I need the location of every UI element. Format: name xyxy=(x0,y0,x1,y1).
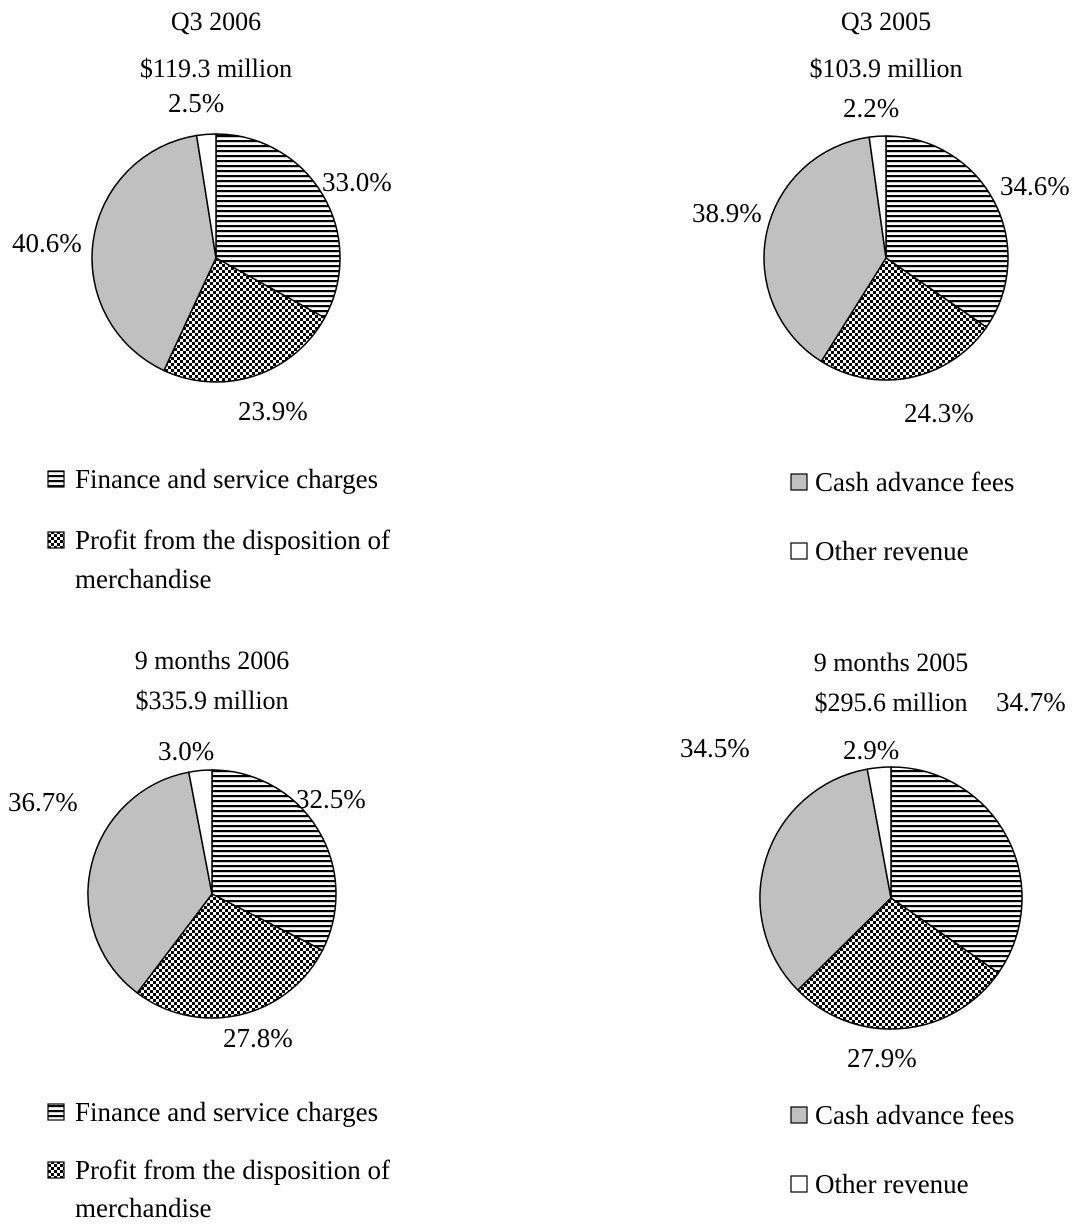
pie-slice-finance xyxy=(211,769,337,952)
pie-slice-cash xyxy=(759,768,892,992)
pie-chart-2: Q3 2005 $103.9 million 34.6% 24.3% 38.9% 2.2% xyxy=(692,7,1070,428)
pie-label-profit: 27.8% xyxy=(223,1023,293,1053)
legend-item-cash-2: Cash advance fees xyxy=(790,1100,1014,1130)
pie-label-cash: 38.9% xyxy=(692,198,762,228)
pie-slice-other xyxy=(866,766,892,899)
legend-swatch-profit-2 xyxy=(47,1161,65,1179)
pie-label-finance: 34.7% xyxy=(996,687,1066,717)
pie-charts: Q3 2006 $119.3 million 33.0% 23.9% 40.6% 2.5%… xyxy=(8,7,1070,1073)
pie-chart-4: 9 months 2005 $295.6 million 34.7% 27.9% 34.… xyxy=(680,648,1066,1073)
pie-label-cash: 34.5% xyxy=(680,733,750,763)
pie-title: Q3 2005 xyxy=(841,7,931,36)
pie-slice-profit xyxy=(820,256,988,381)
legend-label-profit-line2: merchandise xyxy=(75,564,211,594)
pie-slice-other xyxy=(195,133,217,259)
pie-title: 9 months 2006 xyxy=(135,646,290,675)
pie-slice-finance xyxy=(885,135,1009,329)
pie-subtitle: $335.9 million xyxy=(135,686,288,715)
legend-item-other-2: Other revenue xyxy=(790,1169,969,1199)
pie-subtitle: $295.6 million xyxy=(814,688,967,717)
pie-chart-3: 9 months 2006 $335.9 million 32.5% 27.8% 36.… xyxy=(8,646,366,1053)
pie-slice-cash xyxy=(91,134,217,372)
pie-slice-profit xyxy=(162,256,326,383)
legend-label-profit-line1: Profit from the disposition of xyxy=(75,525,390,555)
legend-swatch-other-2 xyxy=(790,1175,808,1193)
legend-label-profit-line2-2: merchandise xyxy=(75,1193,211,1223)
legend-swatch-profit xyxy=(47,531,65,549)
legend-swatch-finance-2 xyxy=(47,1103,65,1121)
pie-subtitle: $119.3 million xyxy=(140,54,292,83)
legend-label-profit-line1-2: Profit from the disposition of xyxy=(75,1155,390,1185)
legend-swatch-cash-2 xyxy=(790,1106,808,1124)
pie-slice-other xyxy=(187,769,213,895)
pie-label-finance: 34.6% xyxy=(1000,171,1070,201)
pie-subtitle: $103.9 million xyxy=(809,54,962,83)
legend-label-finance: Finance and service charges xyxy=(75,464,378,494)
pie-label-cash: 40.6% xyxy=(12,228,82,258)
pie-slice-profit xyxy=(136,893,324,1019)
pie-label-profit: 23.9% xyxy=(238,396,308,426)
pie-label-profit: 27.9% xyxy=(847,1043,917,1073)
pie-label-other: 2.2% xyxy=(843,93,899,123)
legend-label-other-2: Other revenue xyxy=(815,1169,969,1199)
pie-slice-finance xyxy=(215,133,341,319)
legend-label-finance-2: Finance and service charges xyxy=(75,1097,378,1127)
pie-slice-profit xyxy=(796,897,1000,1030)
legend-swatch-other xyxy=(790,542,808,560)
pie-label-other: 2.9% xyxy=(843,735,899,765)
pie-label-other: 2.5% xyxy=(168,88,224,118)
legend-label-other: Other revenue xyxy=(815,536,969,566)
pie-label-other: 3.0% xyxy=(158,736,214,766)
legend-label-cash: Cash advance fees xyxy=(815,467,1014,497)
legend-item-profit-2: Profit from the disposition of merchandi… xyxy=(47,1155,390,1223)
pie-slice-cash xyxy=(87,771,213,994)
pie-label-profit: 24.3% xyxy=(904,398,974,428)
legend-item-profit: Profit from the disposition of merchandi… xyxy=(47,525,390,594)
pie-label-finance: 32.5% xyxy=(296,784,366,814)
pie-label-cash: 36.7% xyxy=(8,787,78,817)
legend-item-finance: Finance and service charges xyxy=(47,464,378,494)
legend-item-finance-2: Finance and service charges xyxy=(47,1097,378,1127)
legend-swatch-finance xyxy=(47,470,65,488)
legend-item-other: Other revenue xyxy=(790,536,969,566)
legend-label-cash-2: Cash advance fees xyxy=(815,1100,1014,1130)
pie-label-finance: 33.0% xyxy=(322,167,392,197)
pie-title: 9 months 2005 xyxy=(814,648,969,677)
pie-slice-cash xyxy=(763,136,887,363)
pie-slice-finance xyxy=(890,766,1023,975)
legend-item-cash: Cash advance fees xyxy=(790,467,1014,497)
legend-swatch-cash xyxy=(790,473,808,491)
pie-slice-other xyxy=(868,135,887,259)
pie-title: Q3 2006 xyxy=(171,7,261,36)
pie-chart-1: Q3 2006 $119.3 million 33.0% 23.9% 40.6% 2.5% xyxy=(12,7,392,426)
